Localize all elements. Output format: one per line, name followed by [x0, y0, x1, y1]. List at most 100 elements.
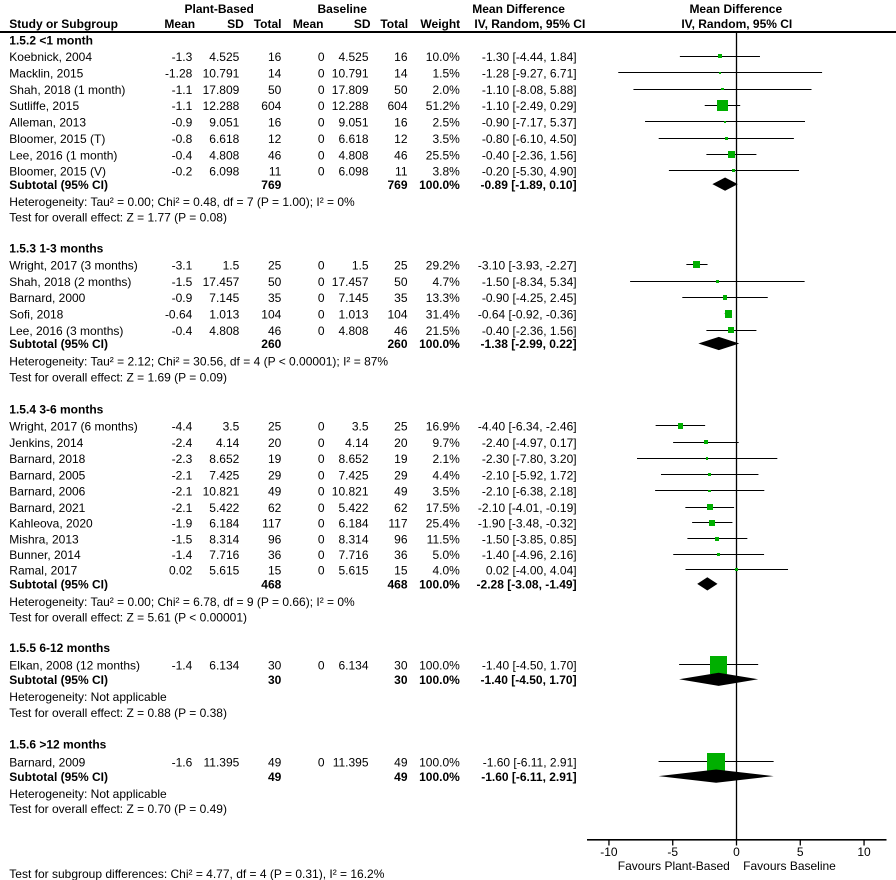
- svg-text:Wright, 2017 (3 months): Wright, 2017 (3 months): [9, 259, 138, 273]
- svg-text:4.525: 4.525: [209, 50, 239, 64]
- svg-text:4.14: 4.14: [216, 436, 240, 450]
- svg-text:-0.8: -0.8: [172, 132, 193, 146]
- svg-text:0: 0: [318, 99, 325, 113]
- svg-text:-2.10 [-6.38, 2.18]: -2.10 [-6.38, 2.18]: [482, 485, 577, 499]
- svg-text:3.5%: 3.5%: [432, 132, 460, 146]
- svg-text:-1.3: -1.3: [172, 50, 193, 64]
- svg-text:-0.90 [-4.25, 2.45]: -0.90 [-4.25, 2.45]: [482, 291, 577, 305]
- svg-text:468: 468: [387, 578, 407, 592]
- svg-text:35: 35: [394, 291, 408, 305]
- svg-text:21.5%: 21.5%: [426, 324, 460, 338]
- svg-text:16: 16: [394, 50, 408, 64]
- svg-text:5.0%: 5.0%: [432, 548, 460, 562]
- svg-text:30: 30: [268, 673, 282, 687]
- svg-text:Mean: Mean: [293, 17, 324, 31]
- svg-text:Barnard, 2000: Barnard, 2000: [9, 291, 85, 305]
- svg-text:260: 260: [387, 337, 407, 351]
- svg-text:260: 260: [261, 337, 281, 351]
- svg-text:Koebnick, 2004: Koebnick, 2004: [9, 50, 92, 64]
- svg-text:8.652: 8.652: [209, 452, 239, 466]
- svg-text:6.184: 6.184: [209, 517, 239, 531]
- svg-text:15: 15: [268, 564, 282, 578]
- svg-text:25: 25: [394, 259, 408, 273]
- svg-text:0: 0: [318, 659, 325, 673]
- svg-text:-0.9: -0.9: [172, 291, 193, 305]
- svg-text:-0.4: -0.4: [172, 324, 193, 338]
- svg-text:Jenkins, 2014: Jenkins, 2014: [9, 436, 83, 450]
- svg-text:3.5%: 3.5%: [432, 485, 460, 499]
- svg-text:3.5: 3.5: [352, 420, 369, 434]
- svg-text:100.0%: 100.0%: [419, 756, 460, 770]
- svg-text:3.8%: 3.8%: [432, 165, 460, 179]
- svg-text:IV, Random, 95% CI: IV, Random, 95% CI: [681, 17, 792, 31]
- svg-text:Bloomer, 2015 (V): Bloomer, 2015 (V): [9, 165, 106, 179]
- svg-text:51.2%: 51.2%: [426, 99, 460, 113]
- svg-text:49: 49: [394, 756, 408, 770]
- svg-text:10: 10: [857, 845, 871, 859]
- svg-text:-4.4: -4.4: [172, 420, 193, 434]
- svg-text:8.314: 8.314: [209, 532, 239, 546]
- svg-text:100.0%: 100.0%: [419, 578, 460, 592]
- svg-text:-0.40 [-2.36, 1.56]: -0.40 [-2.36, 1.56]: [482, 148, 577, 162]
- svg-text:7.145: 7.145: [338, 291, 368, 305]
- svg-text:1.013: 1.013: [209, 308, 239, 322]
- svg-text:-2.4: -2.4: [172, 436, 193, 450]
- svg-text:-1.40 [-4.96, 2.16]: -1.40 [-4.96, 2.16]: [482, 548, 577, 562]
- svg-text:Test for overall effect: Z = 0: Test for overall effect: Z = 0.88 (P = 0…: [9, 706, 227, 720]
- svg-text:-1.30 [-4.44, 1.84]: -1.30 [-4.44, 1.84]: [482, 50, 577, 64]
- svg-text:-2.3: -2.3: [172, 452, 193, 466]
- svg-text:100.0%: 100.0%: [419, 673, 460, 687]
- svg-text:7.716: 7.716: [338, 548, 368, 562]
- svg-text:13.3%: 13.3%: [426, 291, 460, 305]
- svg-text:11.395: 11.395: [203, 756, 239, 770]
- svg-text:49: 49: [268, 485, 282, 499]
- svg-text:12: 12: [268, 132, 282, 146]
- svg-text:-1.28: -1.28: [165, 67, 193, 81]
- svg-text:14: 14: [268, 67, 282, 81]
- svg-text:7.145: 7.145: [209, 291, 239, 305]
- svg-text:0: 0: [318, 50, 325, 64]
- svg-text:Study or Subgroup: Study or Subgroup: [9, 17, 118, 31]
- svg-text:Sutliffe, 2015: Sutliffe, 2015: [9, 99, 79, 113]
- svg-text:0: 0: [318, 83, 325, 97]
- svg-text:0: 0: [318, 485, 325, 499]
- svg-text:10.791: 10.791: [332, 67, 369, 81]
- svg-text:-0.20 [-5.30, 4.90]: -0.20 [-5.30, 4.90]: [482, 165, 577, 179]
- svg-text:104: 104: [387, 308, 407, 322]
- svg-text:17.5%: 17.5%: [426, 501, 460, 515]
- svg-text:-5: -5: [667, 845, 678, 859]
- svg-text:Heterogeneity: Tau² = 0.00; Ch: Heterogeneity: Tau² = 0.00; Chi² = 0.48,…: [9, 195, 355, 209]
- svg-text:1.5.3 1-3 months: 1.5.3 1-3 months: [9, 242, 103, 256]
- svg-text:4.7%: 4.7%: [432, 275, 460, 289]
- svg-text:6.618: 6.618: [338, 132, 368, 146]
- svg-text:-1.38 [-2.99, 0.22]: -1.38 [-2.99, 0.22]: [481, 337, 577, 351]
- svg-text:-0.80 [-6.10, 4.50]: -0.80 [-6.10, 4.50]: [482, 132, 577, 146]
- svg-text:0: 0: [318, 452, 325, 466]
- svg-text:-2.30 [-7.80, 3.20]: -2.30 [-7.80, 3.20]: [482, 452, 577, 466]
- svg-text:50: 50: [268, 83, 282, 97]
- svg-text:19: 19: [268, 452, 282, 466]
- svg-text:31.4%: 31.4%: [426, 308, 460, 322]
- svg-text:-0.4: -0.4: [172, 148, 193, 162]
- svg-text:0: 0: [318, 148, 325, 162]
- svg-text:4.14: 4.14: [345, 436, 369, 450]
- svg-text:Heterogeneity: Not applicable: Heterogeneity: Not applicable: [9, 690, 167, 704]
- svg-text:Subtotal (95% CI): Subtotal (95% CI): [9, 770, 108, 784]
- svg-text:Barnard, 2006: Barnard, 2006: [9, 485, 85, 499]
- svg-text:2.0%: 2.0%: [432, 83, 460, 97]
- svg-text:-2.10 [-5.92, 1.72]: -2.10 [-5.92, 1.72]: [482, 469, 577, 483]
- svg-text:29: 29: [268, 469, 282, 483]
- svg-text:Test for overall effect: Z = 1: Test for overall effect: Z = 1.77 (P = 0…: [9, 211, 227, 225]
- svg-text:Bloomer, 2015 (T): Bloomer, 2015 (T): [9, 132, 105, 146]
- svg-text:0: 0: [318, 517, 325, 531]
- svg-text:Mean Difference: Mean Difference: [472, 2, 565, 16]
- svg-text:-2.10 [-4.01, -0.19]: -2.10 [-4.01, -0.19]: [478, 501, 577, 515]
- svg-text:1.5.6 >12 months: 1.5.6 >12 months: [9, 738, 106, 752]
- svg-text:49: 49: [268, 770, 282, 784]
- svg-text:769: 769: [261, 178, 281, 192]
- svg-text:-0.64: -0.64: [165, 308, 193, 322]
- svg-text:20: 20: [394, 436, 408, 450]
- svg-text:Mean: Mean: [164, 17, 195, 31]
- svg-text:Subtotal (95% CI): Subtotal (95% CI): [9, 578, 108, 592]
- svg-text:49: 49: [394, 770, 408, 784]
